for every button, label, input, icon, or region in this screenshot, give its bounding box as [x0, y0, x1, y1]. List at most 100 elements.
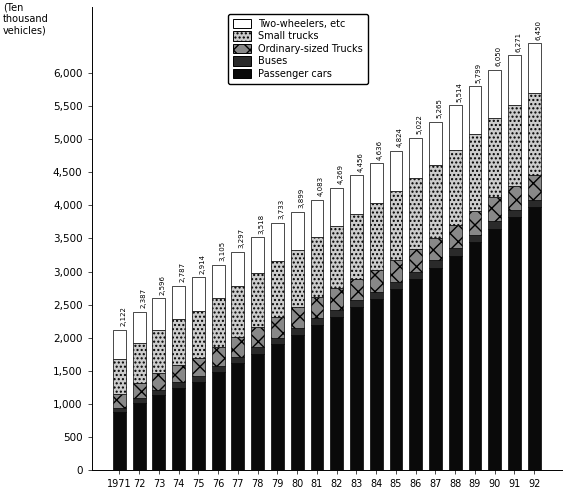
- Bar: [409, 249, 422, 272]
- Bar: [311, 200, 323, 238]
- Bar: [192, 376, 205, 382]
- Bar: [488, 229, 501, 470]
- Bar: [251, 273, 264, 327]
- Bar: [429, 268, 442, 470]
- Bar: [113, 413, 126, 470]
- Bar: [370, 292, 382, 299]
- Y-axis label: (Ten
thousand
vehicles): (Ten thousand vehicles): [3, 2, 48, 36]
- Text: 6,450: 6,450: [535, 20, 541, 40]
- Bar: [409, 138, 422, 179]
- Bar: [409, 279, 422, 470]
- Bar: [271, 344, 284, 470]
- Bar: [350, 301, 363, 308]
- Bar: [251, 354, 264, 470]
- Text: 4,083: 4,083: [318, 176, 324, 196]
- Bar: [350, 214, 363, 279]
- Bar: [350, 175, 363, 214]
- Bar: [370, 203, 382, 270]
- Bar: [429, 122, 442, 165]
- Bar: [468, 134, 481, 211]
- Bar: [192, 382, 205, 470]
- Bar: [212, 265, 225, 298]
- Bar: [409, 272, 422, 279]
- Text: 5,022: 5,022: [417, 114, 423, 134]
- Bar: [488, 221, 501, 229]
- Bar: [152, 330, 166, 373]
- Bar: [429, 238, 442, 260]
- Bar: [212, 372, 225, 470]
- Bar: [172, 286, 185, 319]
- Bar: [350, 308, 363, 470]
- Bar: [152, 373, 166, 390]
- Bar: [172, 388, 185, 470]
- Text: 3,899: 3,899: [298, 188, 304, 208]
- Bar: [212, 298, 225, 347]
- Text: 6,271: 6,271: [516, 31, 521, 52]
- Bar: [390, 290, 402, 470]
- Bar: [449, 255, 461, 470]
- Bar: [251, 347, 264, 354]
- Bar: [192, 358, 205, 376]
- Text: 3,733: 3,733: [278, 199, 284, 219]
- Bar: [390, 282, 402, 290]
- Text: 2,787: 2,787: [180, 262, 185, 282]
- Bar: [330, 316, 343, 470]
- Text: 2,122: 2,122: [121, 306, 126, 326]
- Bar: [330, 226, 343, 288]
- Bar: [488, 197, 501, 221]
- Bar: [232, 252, 244, 286]
- Bar: [350, 279, 363, 301]
- Bar: [311, 318, 323, 325]
- Bar: [291, 328, 304, 335]
- Text: 4,824: 4,824: [397, 127, 403, 147]
- Bar: [429, 260, 442, 268]
- Bar: [251, 327, 264, 347]
- Bar: [291, 212, 304, 250]
- Bar: [508, 105, 521, 186]
- Bar: [232, 286, 244, 337]
- Bar: [232, 357, 244, 363]
- Text: 3,297: 3,297: [239, 228, 245, 248]
- Bar: [468, 235, 481, 242]
- Bar: [370, 299, 382, 470]
- Bar: [113, 394, 126, 408]
- Text: 6,050: 6,050: [496, 46, 502, 66]
- Bar: [271, 338, 284, 344]
- Bar: [291, 250, 304, 308]
- Text: 5,799: 5,799: [476, 62, 482, 83]
- Bar: [528, 207, 541, 470]
- Bar: [311, 325, 323, 470]
- Text: 2,914: 2,914: [199, 253, 205, 274]
- Text: 3,105: 3,105: [219, 241, 225, 261]
- Bar: [251, 237, 264, 273]
- Bar: [508, 186, 521, 210]
- Bar: [390, 151, 402, 191]
- Bar: [468, 242, 481, 470]
- Bar: [468, 211, 481, 235]
- Bar: [488, 70, 501, 118]
- Bar: [271, 261, 284, 317]
- Bar: [370, 163, 382, 203]
- Bar: [528, 200, 541, 207]
- Bar: [330, 310, 343, 316]
- Bar: [508, 210, 521, 217]
- Bar: [429, 165, 442, 238]
- Text: 3,518: 3,518: [259, 214, 265, 234]
- Bar: [232, 363, 244, 470]
- Text: 2,596: 2,596: [160, 275, 166, 295]
- Bar: [133, 398, 146, 403]
- Bar: [172, 382, 185, 388]
- Bar: [528, 93, 541, 175]
- Bar: [152, 395, 166, 470]
- Bar: [390, 260, 402, 282]
- Bar: [488, 118, 501, 197]
- Bar: [528, 43, 541, 93]
- Bar: [468, 86, 481, 134]
- Bar: [528, 175, 541, 200]
- Bar: [330, 288, 343, 310]
- Bar: [409, 179, 422, 249]
- Bar: [172, 319, 185, 365]
- Bar: [212, 366, 225, 372]
- Bar: [133, 312, 146, 343]
- Bar: [311, 297, 323, 318]
